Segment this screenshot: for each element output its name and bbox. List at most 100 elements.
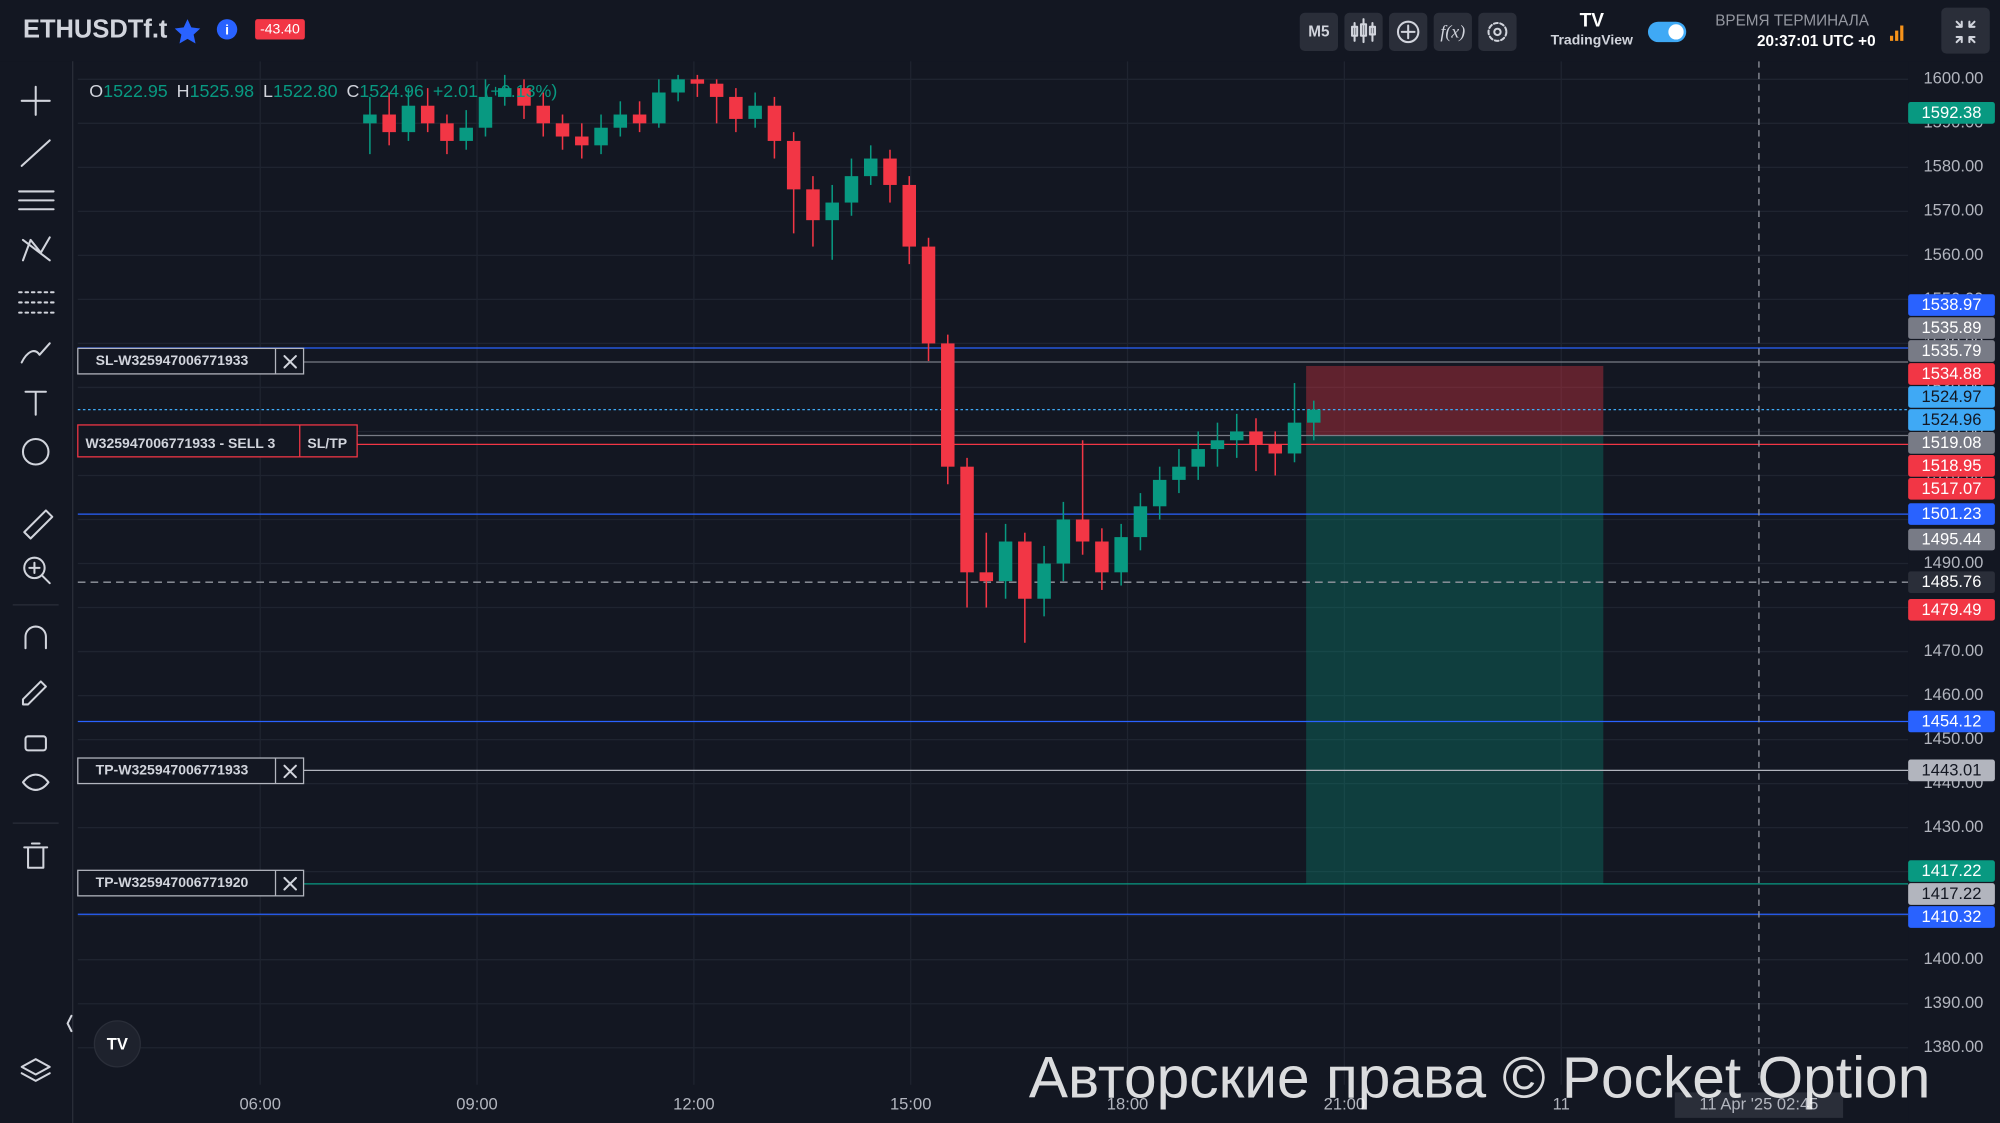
price-badge xyxy=(1908,409,1995,431)
price-badge xyxy=(1908,363,1995,385)
candle-body xyxy=(420,105,435,124)
ruler-tool[interactable] xyxy=(23,509,54,540)
brand: TradingView xyxy=(1551,32,1633,48)
zoom-tool-plus xyxy=(28,561,51,585)
candle-body xyxy=(729,96,743,119)
order-label[interactable]: W325947006771933 - SELL 3 SL/TP xyxy=(77,424,358,458)
magnet-tool[interactable] xyxy=(24,625,47,650)
lock-drawing-tool[interactable] xyxy=(21,680,47,706)
collapse-button[interactable] xyxy=(1941,7,1990,54)
zoom-tool[interactable] xyxy=(23,556,46,580)
info-icon[interactable] xyxy=(216,19,238,40)
candle-body xyxy=(652,92,666,124)
price-badge-label: 1517.07 xyxy=(1922,479,1982,498)
price-badge xyxy=(1908,455,1995,477)
o-value: 1522.95 xyxy=(103,81,168,101)
x-tick-label: 06:00 xyxy=(239,1095,280,1114)
y-tick-label: 1490.00 xyxy=(1923,553,1983,572)
toolbar-buttons: M5 f(x) TV TradingView ВРЕМЯ ТЕРМИНАЛА 2… xyxy=(1299,7,1990,54)
candle-body xyxy=(382,114,396,133)
candles-icon xyxy=(1351,18,1377,44)
candle-body xyxy=(478,96,493,128)
x-tick-label: 21:00 xyxy=(1324,1095,1365,1114)
text-tool[interactable] xyxy=(24,390,47,416)
crosshair-time: 11 Apr '25 02:45 xyxy=(1699,1095,1818,1114)
candle-body xyxy=(1075,519,1090,542)
indicators-button[interactable] xyxy=(1433,12,1472,52)
price-badge xyxy=(1908,906,1995,928)
order-text: W325947006771933 - SELL 3 xyxy=(85,435,275,451)
candle-body xyxy=(863,158,878,177)
tp2-box xyxy=(77,869,305,897)
y-tick-label: 1560.00 xyxy=(1923,245,1983,264)
position-reward[interactable] xyxy=(1306,435,1604,884)
o-label: O xyxy=(89,81,103,101)
candle-body xyxy=(632,114,647,124)
price-badge xyxy=(1908,528,1995,551)
h-label: H xyxy=(177,81,190,101)
candle-body xyxy=(1152,479,1167,507)
l-label: L xyxy=(263,81,273,101)
close-icon[interactable] xyxy=(283,876,297,891)
candle-body xyxy=(902,184,916,247)
x-tick-label: 12:00 xyxy=(673,1095,714,1114)
candle-body xyxy=(960,466,974,573)
candle-body xyxy=(998,541,1013,582)
candle-body xyxy=(1037,563,1051,599)
delete-tool[interactable] xyxy=(23,842,49,869)
price-badge-label: 1524.96 xyxy=(1922,410,1982,429)
price-badge xyxy=(1908,883,1995,905)
candle-body xyxy=(517,88,531,106)
candle-body xyxy=(786,140,801,190)
brush-tool[interactable] xyxy=(20,342,51,364)
price-badge-label: 1454.12 xyxy=(1922,711,1982,730)
lock-tool[interactable] xyxy=(24,735,47,752)
signal-icon xyxy=(1889,25,1904,41)
tp2-label[interactable]: TP-W325947006771920 xyxy=(77,869,305,897)
price-badge-label: 1485.76 xyxy=(1922,572,1982,591)
close-icon[interactable] xyxy=(283,764,297,779)
grid xyxy=(77,61,1909,1085)
layers-tool[interactable] xyxy=(20,1058,51,1082)
candle-body xyxy=(844,176,859,203)
x-tick-label: 11 xyxy=(1553,1095,1570,1114)
price-badge xyxy=(1908,759,1995,782)
price-badge xyxy=(1908,386,1995,408)
symbol[interactable]: ETHUSDTf.t xyxy=(23,15,168,43)
sl-box xyxy=(77,347,305,375)
collapse-arrow[interactable] xyxy=(66,1014,73,1033)
h-value: 1525.98 xyxy=(190,81,255,101)
position-risk[interactable] xyxy=(1306,365,1604,436)
candle-body xyxy=(825,202,839,221)
price-badge-label: 1535.89 xyxy=(1922,318,1982,337)
hide-tool[interactable] xyxy=(21,773,50,791)
y-tick-label: 1470.00 xyxy=(1923,641,1983,660)
pattern-tool[interactable] xyxy=(21,236,51,262)
tv-badge[interactable] xyxy=(93,1020,141,1068)
sl-label[interactable]: SL-W325947006771933 xyxy=(77,347,305,375)
candle-body xyxy=(690,79,705,84)
price-badge-label: 1592.38 xyxy=(1922,103,1982,122)
price-badge xyxy=(1908,571,1995,594)
price-badge xyxy=(1908,317,1995,339)
change-badge xyxy=(255,19,305,40)
tp2-text: TP-W325947006771920 xyxy=(96,874,249,890)
projection-tool[interactable] xyxy=(18,291,55,314)
y-tick-label: 1460.00 xyxy=(1923,685,1983,704)
plus-icon xyxy=(1396,20,1420,44)
settings-button[interactable] xyxy=(1478,12,1517,52)
tv-badge-glyph: TV xyxy=(107,1035,128,1054)
emoji-tool[interactable] xyxy=(21,437,50,466)
price-badge xyxy=(1908,101,1995,124)
y-tick-label: 1450.00 xyxy=(1923,729,1983,748)
candle-body xyxy=(1095,541,1109,573)
favorite-star[interactable] xyxy=(174,19,201,44)
timeframe-button[interactable] xyxy=(1299,12,1339,52)
trendline-tool[interactable] xyxy=(20,139,51,167)
price-badge-label: 1443.01 xyxy=(1922,760,1982,779)
order-tag[interactable]: SL/TP xyxy=(307,435,347,451)
close-icon[interactable] xyxy=(283,355,297,369)
tp1-label[interactable]: TP-W325947006771933 xyxy=(77,757,305,785)
crosshair-tool[interactable] xyxy=(20,85,51,116)
fib-tool[interactable] xyxy=(18,190,55,211)
